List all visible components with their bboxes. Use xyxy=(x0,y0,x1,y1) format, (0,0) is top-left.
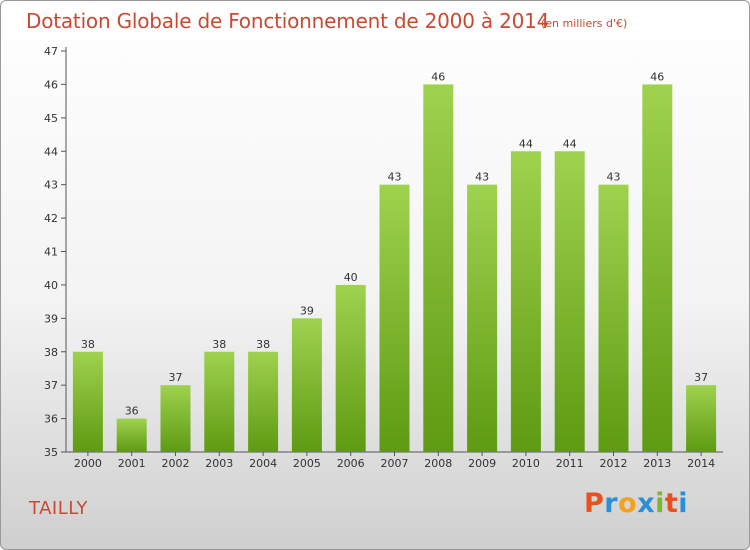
bar-2011 xyxy=(554,151,585,452)
bar-2004 xyxy=(248,351,279,452)
y-tick-label: 39 xyxy=(44,312,58,325)
bars-group xyxy=(72,84,717,453)
bar-2006 xyxy=(335,284,366,452)
data-label: 46 xyxy=(431,70,445,83)
bar-2009 xyxy=(467,184,498,452)
logo-letter: i xyxy=(655,488,665,519)
logo-letter: x xyxy=(637,488,656,519)
y-tick-label: 38 xyxy=(44,346,58,359)
bar-2012 xyxy=(598,184,629,452)
x-tick-label: 2001 xyxy=(118,457,146,470)
bar-2014 xyxy=(686,385,717,452)
x-tick-label: 2010 xyxy=(512,457,540,470)
x-tick-label: 2005 xyxy=(293,457,321,470)
data-label: 38 xyxy=(81,338,95,351)
y-tick-label: 40 xyxy=(44,279,58,292)
x-tick-label: 2014 xyxy=(687,457,715,470)
data-labels-group: 38 36 37 38 38 39 40 43 46 43 44 44 43 46 37 xyxy=(81,70,708,417)
bar-2007 xyxy=(379,184,410,452)
data-label: 43 xyxy=(388,171,402,184)
data-label: 46 xyxy=(650,70,664,83)
x-tick-label: 2009 xyxy=(468,457,496,470)
bar-2001 xyxy=(116,418,147,452)
data-label: 37 xyxy=(169,371,183,384)
y-tick-label: 47 xyxy=(44,45,58,58)
data-label: 43 xyxy=(475,171,489,184)
y-tick-label: 37 xyxy=(44,379,58,392)
y-tick-label: 43 xyxy=(44,179,58,192)
y-tick-label: 44 xyxy=(44,145,58,158)
y-tick-label: 35 xyxy=(44,446,58,459)
y-tick-label: 45 xyxy=(44,112,58,125)
y-tick-label: 46 xyxy=(44,78,58,91)
chart-title: Dotation Globale de Fonctionnement de 20… xyxy=(26,9,550,33)
data-label: 44 xyxy=(519,137,533,150)
data-label: 43 xyxy=(607,171,621,184)
data-label: 44 xyxy=(563,137,577,150)
bar-2003 xyxy=(204,351,235,452)
data-label: 39 xyxy=(300,304,314,317)
commune-name: TAILLY xyxy=(29,498,88,519)
y-tick-label: 42 xyxy=(44,212,58,225)
bar-2005 xyxy=(291,318,322,452)
x-tick-label: 2012 xyxy=(600,457,628,470)
x-tick-label: 2007 xyxy=(381,457,409,470)
data-label: 37 xyxy=(694,371,708,384)
data-label: 36 xyxy=(125,405,139,418)
x-tick-label: 2006 xyxy=(337,457,365,470)
logo-letter: P xyxy=(584,488,605,519)
bar-2000 xyxy=(72,351,103,452)
x-tick-label: 2013 xyxy=(643,457,671,470)
y-tick-label: 36 xyxy=(44,413,58,426)
bar-2010 xyxy=(510,151,541,452)
x-tick-label: 2004 xyxy=(249,457,277,470)
y-tick-label: 41 xyxy=(44,246,58,259)
logo-letter: i xyxy=(678,488,689,519)
axes: 35 36 37 38 39 40 41 42 43 44 45 46 47 2000 2001 2002 20… xyxy=(44,45,723,470)
bar-2008 xyxy=(423,84,454,453)
logo-letter: o xyxy=(618,488,638,519)
proxiti-logo[interactable]: Proxiti xyxy=(584,488,688,519)
x-tick-label: 2003 xyxy=(205,457,233,470)
logo-letter: t xyxy=(664,488,679,519)
x-tick-label: 2011 xyxy=(556,457,584,470)
chart-unit: (en milliers d'€) xyxy=(541,17,628,30)
x-tick-label: 2002 xyxy=(162,457,190,470)
bar-2013 xyxy=(642,84,673,453)
data-label: 38 xyxy=(256,338,270,351)
x-tick-label: 2008 xyxy=(424,457,452,470)
data-label: 38 xyxy=(212,338,226,351)
data-label: 40 xyxy=(344,271,358,284)
bar-2002 xyxy=(160,385,191,452)
logo-letter: r xyxy=(604,488,619,519)
x-tick-label: 2000 xyxy=(74,457,102,470)
